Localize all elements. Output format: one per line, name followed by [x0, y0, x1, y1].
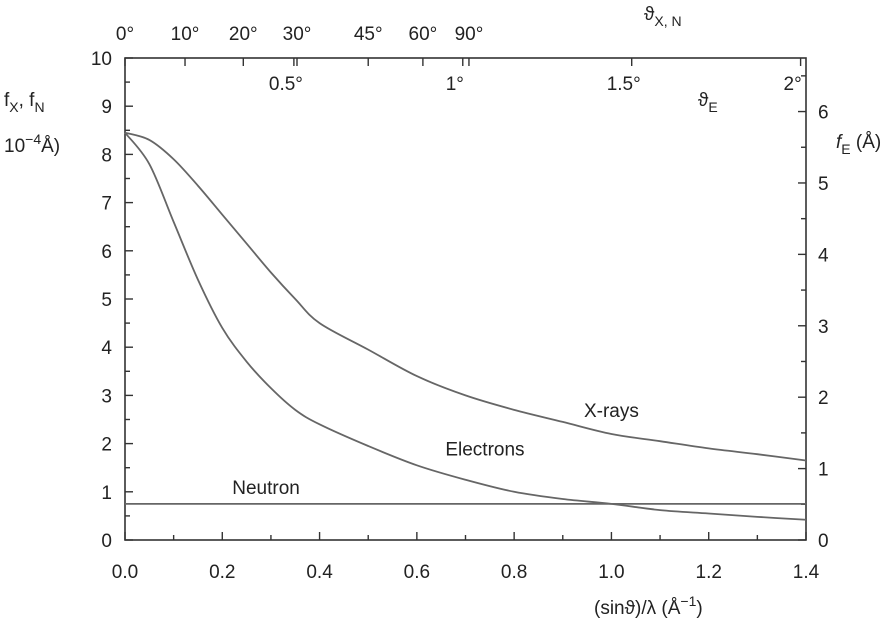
y-left-tick-label: 1	[101, 483, 112, 504]
y-left-tick-label: 4	[101, 338, 112, 359]
x-inner-tick-label: 1°	[446, 74, 464, 95]
x-top-tick-label: 45°	[354, 24, 383, 45]
y-left-tick-label: 9	[101, 97, 112, 118]
x-inner-axis-title: ϑE	[698, 90, 718, 115]
x-tick-label: 1.2	[696, 562, 722, 583]
x-tick-label: 1.0	[598, 562, 624, 583]
y-left-axis-title-line2: 10−4Å)	[4, 131, 60, 157]
y-right-tick-label: 1	[818, 460, 829, 481]
y-left-tick-label: 7	[101, 194, 112, 215]
x-inner-tick-label: 2°	[784, 74, 802, 95]
x-top-tick-label: 10°	[171, 24, 200, 45]
labels-layer: 0.0 0.2 0.4 0.6 0.8 1.0 1.2 1.4 0 1 2 3 4 5 6 7 8 9 10 0 1 2 3…	[91, 24, 829, 583]
curve-label-neutron: Neutron	[232, 478, 300, 499]
series-line-electrons	[124, 132, 807, 521]
x-top-tick-label: 0°	[116, 24, 134, 45]
x-tick-label: 0.0	[112, 562, 138, 583]
x-tick-label: 0.8	[501, 562, 527, 583]
y-left-tick-label: 8	[101, 145, 112, 166]
series-line-x-rays	[124, 131, 807, 462]
x-axis-title: (sinϑ)/λ (Å−1)	[594, 593, 703, 619]
y-left-tick-label: 10	[91, 49, 112, 70]
plot-frame	[124, 57, 807, 541]
x-top-axis-title: ϑX, N	[644, 4, 682, 29]
y-right-axis-title: fE (Å)	[836, 132, 881, 157]
x-top-tick-label: 90°	[455, 24, 484, 45]
x-tick-label: 0.6	[404, 562, 430, 583]
y-left-tick-label: 5	[101, 290, 112, 311]
y-right-tick-label: 3	[818, 317, 829, 338]
x-top-tick-label: 30°	[283, 24, 312, 45]
x-top-tick-label: 60°	[409, 24, 438, 45]
y-left-tick-label: 3	[101, 386, 112, 407]
x-tick-label: 1.4	[793, 562, 820, 583]
curves-layer	[124, 131, 807, 521]
y-left-tick-label: 6	[101, 242, 112, 263]
x-tick-label: 0.4	[306, 562, 333, 583]
ticks-layer	[124, 57, 807, 541]
y-right-tick-label: 0	[818, 531, 829, 552]
curve-label-electrons: Electrons	[445, 440, 524, 461]
y-right-tick-label: 5	[818, 174, 829, 195]
x-inner-tick-label: 1.5°	[607, 74, 641, 95]
curve-label-x-rays: X-rays	[584, 401, 639, 422]
x-tick-label: 0.2	[209, 562, 235, 583]
x-inner-tick-label: 0.5°	[269, 74, 303, 95]
y-left-tick-label: 2	[101, 435, 112, 456]
y-right-tick-label: 6	[818, 103, 829, 124]
y-right-tick-label: 2	[818, 388, 829, 409]
x-top-tick-label: 20°	[229, 24, 258, 45]
y-left-tick-label: 0	[101, 531, 112, 552]
y-left-axis-title-line1: fX, fN	[4, 90, 45, 115]
y-right-tick-label: 4	[818, 245, 829, 266]
